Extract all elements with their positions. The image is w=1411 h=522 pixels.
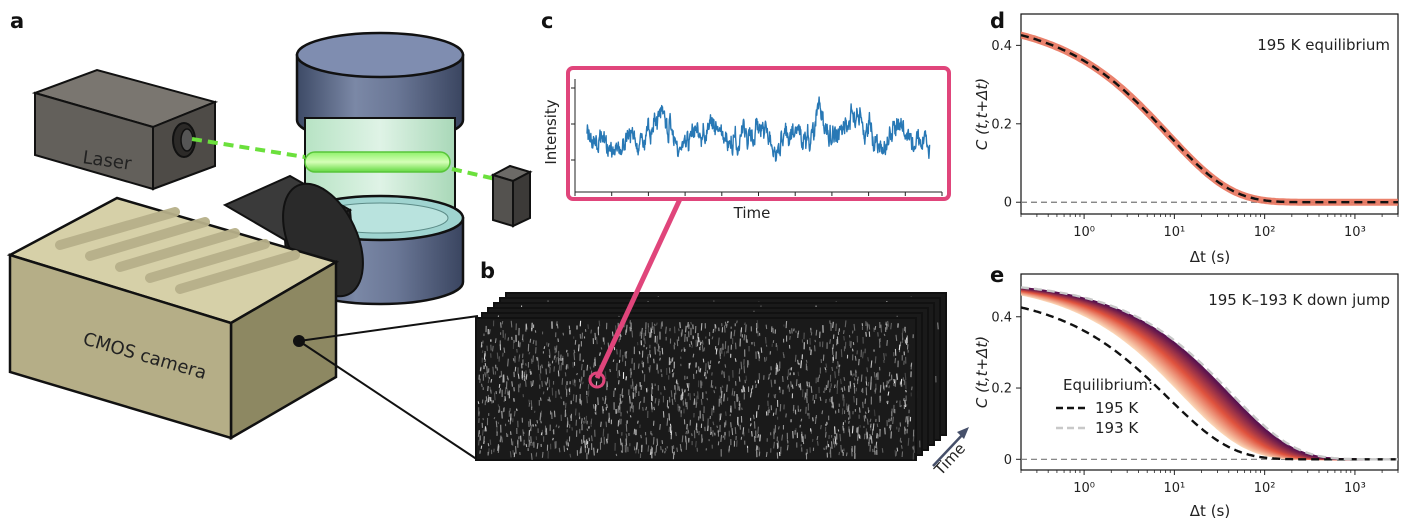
plot-e-legend: Equilibrium: 195 K 193 K <box>1056 376 1153 437</box>
image-stack <box>475 292 947 461</box>
panel-c-label: c <box>541 9 553 33</box>
laser-beam-in <box>191 137 306 159</box>
beam-dump <box>490 164 533 228</box>
plot-d: 10⁰ 10¹ 10² 10³ 0 0.2 0.4 <box>991 31 1399 240</box>
plot-d-ylabel: C (t,t+Δt) <box>973 78 991 150</box>
plot-e-ylabel: C (t,t+Δt) <box>973 336 991 408</box>
pixel-connector <box>594 197 683 380</box>
panel-c: c Intensity Time <box>541 9 951 389</box>
projection-line-bottom <box>298 340 479 461</box>
plot-e: 10⁰ 10¹ 10² 10³ 0 0.2 0.4 <box>991 286 1399 496</box>
time-arrow-label: Time <box>930 440 969 480</box>
panel-e: e 10⁰ 10¹ 10² 10³ 0 0.2 0.4 195 K–193 K down j… <box>973 263 1399 520</box>
projection-line-top <box>298 315 479 342</box>
x-tick-label: 10³ <box>1344 225 1366 240</box>
selected-pixel <box>588 371 606 389</box>
panel-b-label: b <box>480 259 495 283</box>
panel-b: b Time <box>475 259 969 480</box>
y-tick-label: 0 <box>1004 196 1012 211</box>
y-tick-label: 0.2 <box>991 382 1012 397</box>
x-tick-label: 10¹ <box>1163 481 1185 496</box>
illuminated-beam <box>304 151 451 173</box>
equilibrium-band <box>1021 31 1398 206</box>
y-tick-label: 0.4 <box>991 310 1012 325</box>
legend-label-193k: 193 K <box>1095 419 1139 437</box>
plot-e-frame <box>1020 273 1399 471</box>
image-frame <box>475 317 917 461</box>
panel-e-label: e <box>990 263 1004 287</box>
x-tick-label: 10² <box>1254 225 1276 240</box>
panel-a: a Laser <box>6 9 533 461</box>
x-tick-label: 10⁰ <box>1073 481 1095 496</box>
intensity-xlabel: Time <box>733 204 771 222</box>
y-tick-label: 0.4 <box>991 39 1012 54</box>
laser-device: Laser <box>31 68 219 191</box>
x-tick-label: 10¹ <box>1163 225 1185 240</box>
plot-d-annotation: 195 K equilibrium <box>1257 36 1390 54</box>
intensity-trace <box>586 96 931 162</box>
intensity-ylabel: Intensity <box>542 99 560 164</box>
plot-e-annotation: 195 K–193 K down jump <box>1208 291 1390 309</box>
legend-title: Equilibrium: <box>1063 376 1153 394</box>
plot-d-frame <box>1020 13 1399 215</box>
equilibrium-curve <box>1021 286 1398 461</box>
panel-d-label: d <box>990 9 1005 33</box>
x-tick-label: 10⁰ <box>1073 225 1095 240</box>
y-tick-label: 0.2 <box>991 117 1012 132</box>
cmos-camera: CMOS camera <box>6 196 340 441</box>
y-tick-label: 0 <box>1004 453 1012 468</box>
plot-e-xlabel: Δt (s) <box>1190 502 1230 520</box>
intensity-ticks <box>571 87 943 196</box>
x-tick-label: 10³ <box>1344 481 1366 496</box>
x-tick-label: 10² <box>1254 481 1276 496</box>
legend-label-195k: 195 K <box>1095 399 1139 417</box>
equilibrium-curve <box>1021 306 1398 461</box>
panel-a-label: a <box>10 9 24 33</box>
plot-d-xlabel: Δt (s) <box>1190 248 1230 266</box>
aging-curve <box>1021 286 1398 461</box>
equilibrium-curve <box>1021 33 1398 204</box>
